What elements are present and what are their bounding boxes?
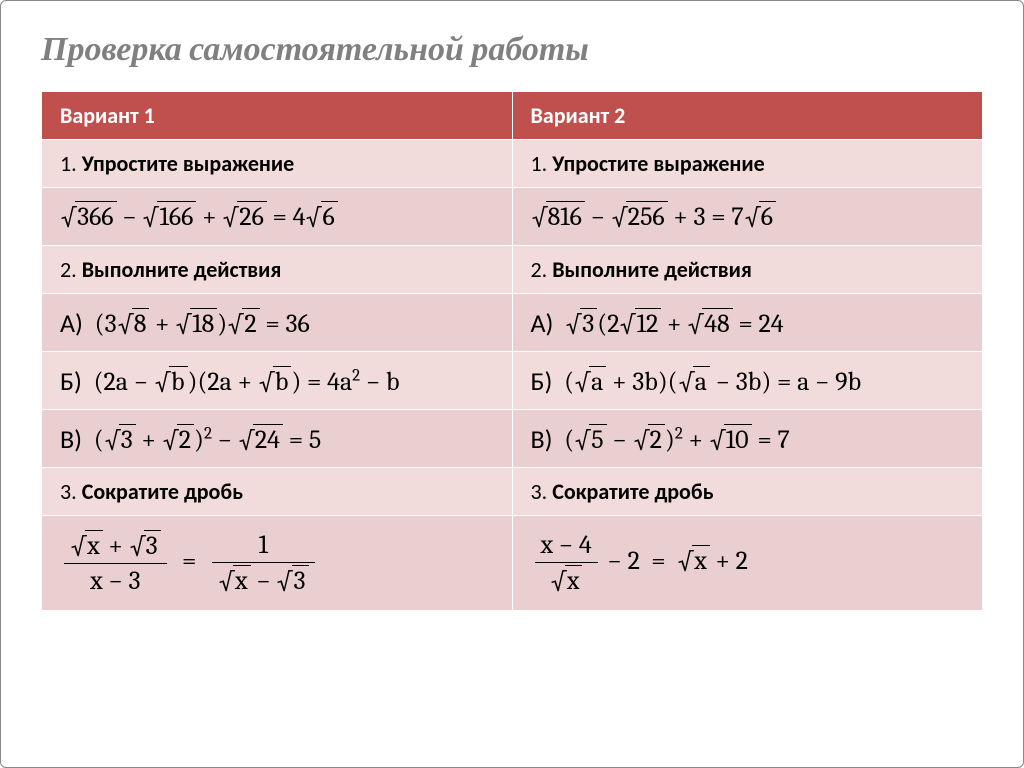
- task2a-expr-v1: А) (3√8 + √18)√2 = 36: [42, 294, 513, 352]
- task2a-expr-v2: А) √3(2√12 + √48 = 24: [512, 294, 983, 352]
- task1-expr-v2: √816 − √256 + 3 = 7√6: [512, 188, 983, 246]
- worksheet-table: Вариант 1 Вариант 2 1. Упростите выражен…: [41, 91, 983, 611]
- task2b-expr-v2: Б) (√a + 3b)(√a − 3b) = a − 9b: [512, 352, 983, 410]
- task1-expr-v1: √366 − √166 + √26 = 4√6: [42, 188, 513, 246]
- task2b-expr-v1: Б) (2a − √b)(2a + √b) = 4a2 − b: [42, 352, 513, 410]
- task2v-expr-v1: В) (√3 + √2)2 − √24 = 5: [42, 410, 513, 468]
- task2-label-v1: 2. Выполните действия: [42, 246, 513, 294]
- task3-label-v2: 3. Сократите дробь: [512, 468, 983, 516]
- task1-label-v2: 1. Упростите выражение: [512, 140, 983, 188]
- task2v-expr-v2: В) (√5 − √2)2 + √10 = 7: [512, 410, 983, 468]
- task3-expr-v2: x − 4 √x − 2 = √x + 2: [512, 516, 983, 611]
- page-title: Проверка самостоятельной работы: [41, 29, 983, 69]
- task3-label-v1: 3. Сократите дробь: [42, 468, 513, 516]
- col-header-variant-1: Вариант 1: [42, 92, 513, 140]
- col-header-variant-2: Вариант 2: [512, 92, 983, 140]
- task1-label-v1: 1. Упростите выражение: [42, 140, 513, 188]
- task3-expr-v1: √x + √3 x − 3 = 1 √x − √3: [42, 516, 513, 611]
- task2-label-v2: 2. Выполните действия: [512, 246, 983, 294]
